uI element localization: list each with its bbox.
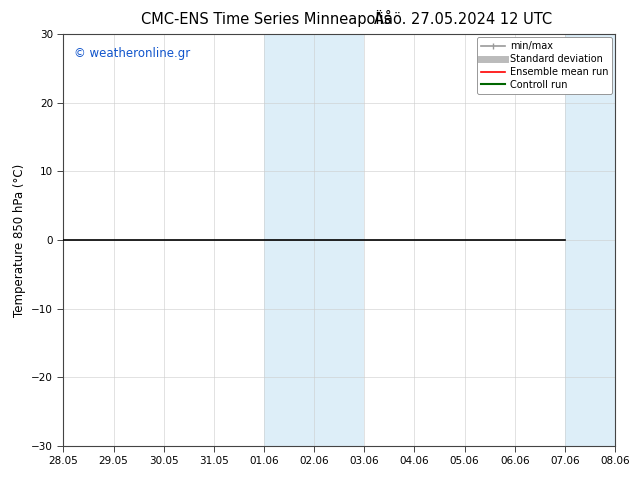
Bar — [565, 34, 615, 446]
Bar — [264, 34, 365, 446]
Y-axis label: Temperature 850 hPa (°C): Temperature 850 hPa (°C) — [13, 164, 25, 317]
Text: Äåö. 27.05.2024 12 UTC: Äåö. 27.05.2024 12 UTC — [374, 12, 552, 27]
Legend: min/max, Standard deviation, Ensemble mean run, Controll run: min/max, Standard deviation, Ensemble me… — [477, 37, 612, 94]
Text: CMC-ENS Time Series Minneapolis: CMC-ENS Time Series Minneapolis — [141, 12, 391, 27]
Text: © weatheronline.gr: © weatheronline.gr — [74, 47, 191, 60]
